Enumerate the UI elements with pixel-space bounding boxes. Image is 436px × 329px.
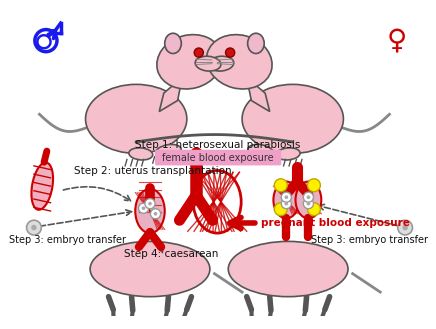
- Text: Step 3: embryo transfer: Step 3: embryo transfer: [311, 236, 428, 245]
- Ellipse shape: [165, 33, 181, 54]
- Circle shape: [145, 199, 155, 209]
- Circle shape: [27, 220, 41, 235]
- Ellipse shape: [31, 163, 53, 210]
- Ellipse shape: [156, 144, 181, 158]
- Text: Step 4: caesarean: Step 4: caesarean: [124, 249, 218, 259]
- Circle shape: [142, 206, 145, 210]
- Ellipse shape: [195, 56, 221, 71]
- Circle shape: [31, 225, 37, 230]
- Circle shape: [284, 195, 288, 199]
- Circle shape: [307, 202, 310, 206]
- Circle shape: [303, 192, 313, 202]
- Text: Step 2: uterus transplantation: Step 2: uterus transplantation: [74, 166, 232, 176]
- Ellipse shape: [157, 35, 222, 89]
- Text: Step 1: heterosexual parabiosis: Step 1: heterosexual parabiosis: [135, 140, 300, 150]
- Polygon shape: [159, 77, 182, 112]
- Text: Step 3: embryo transfer: Step 3: embryo transfer: [9, 236, 126, 245]
- Circle shape: [307, 179, 320, 192]
- Circle shape: [274, 179, 287, 192]
- Circle shape: [274, 203, 287, 215]
- Circle shape: [148, 202, 152, 206]
- Circle shape: [303, 199, 313, 209]
- Ellipse shape: [207, 35, 272, 89]
- Text: female blood exposure: female blood exposure: [162, 153, 274, 163]
- Circle shape: [281, 199, 291, 209]
- Ellipse shape: [248, 144, 273, 158]
- Circle shape: [307, 203, 320, 215]
- Ellipse shape: [248, 33, 264, 54]
- Ellipse shape: [228, 241, 348, 297]
- Circle shape: [139, 203, 149, 213]
- Circle shape: [307, 195, 310, 199]
- Ellipse shape: [208, 56, 234, 71]
- Ellipse shape: [135, 189, 165, 233]
- FancyBboxPatch shape: [155, 150, 281, 165]
- Circle shape: [281, 192, 291, 202]
- Circle shape: [225, 48, 235, 57]
- Polygon shape: [247, 77, 270, 112]
- Ellipse shape: [90, 241, 210, 297]
- Ellipse shape: [129, 148, 153, 160]
- Circle shape: [284, 202, 288, 206]
- Circle shape: [402, 225, 408, 230]
- Ellipse shape: [242, 84, 344, 153]
- Text: pregnant blood exposure: pregnant blood exposure: [261, 218, 409, 228]
- Ellipse shape: [276, 148, 300, 160]
- Circle shape: [150, 209, 160, 219]
- Circle shape: [398, 220, 412, 235]
- Ellipse shape: [296, 182, 321, 218]
- Ellipse shape: [85, 84, 187, 153]
- Ellipse shape: [273, 182, 299, 218]
- Text: ♂: ♂: [34, 27, 58, 55]
- Text: ♀: ♀: [387, 27, 407, 55]
- Circle shape: [153, 212, 157, 215]
- Circle shape: [194, 48, 204, 57]
